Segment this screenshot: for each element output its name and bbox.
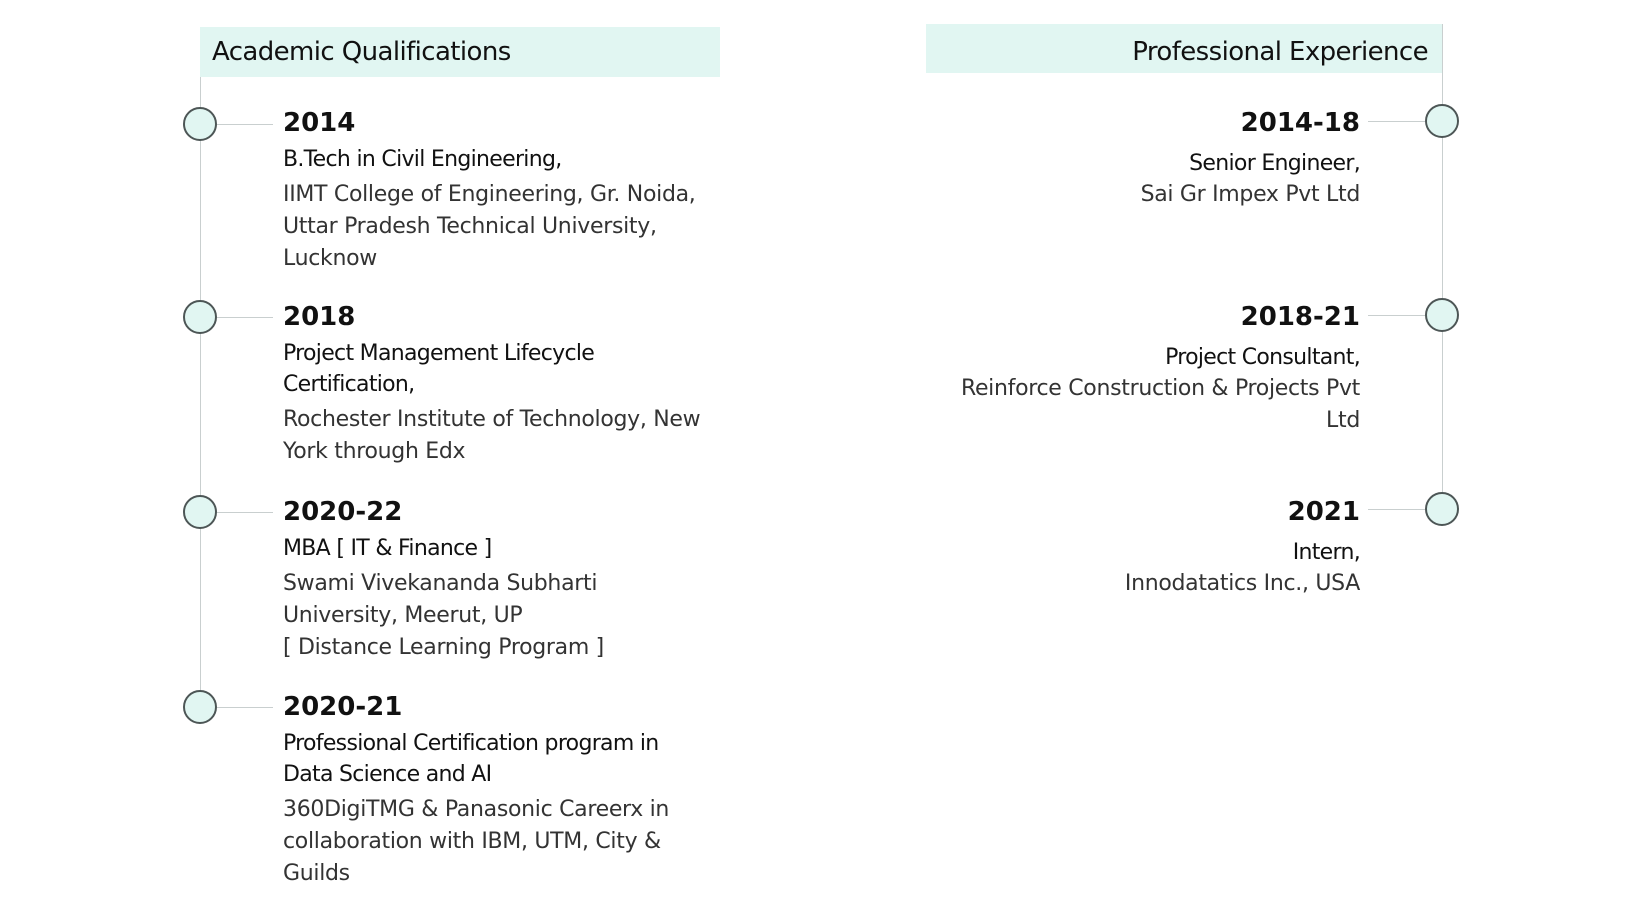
timeline-connector [217, 512, 273, 513]
experience-entry: 2021 Intern, Innodatatics Inc., USA [880, 495, 1361, 600]
entry-title: Project Consultant, [1165, 345, 1361, 370]
timeline-connector [1368, 509, 1425, 510]
experience-entry: 2014-18 Senior Engineer, Sai Gr Impex Pv… [880, 106, 1361, 211]
entry-year: 2020-22 [283, 497, 403, 527]
timeline-node [183, 107, 217, 141]
timeline-node [1425, 298, 1459, 332]
academic-entry: 2020-22 MBA [ IT & Finance ] Swami Vivek… [283, 495, 703, 664]
timeline-node [183, 300, 217, 334]
timeline-node [1425, 104, 1459, 138]
timeline-connector [217, 124, 273, 125]
timeline-connector [217, 317, 273, 318]
entry-year: 2018 [283, 302, 356, 332]
entry-title: Professional Certification program in Da… [283, 731, 659, 787]
entry-description: Innodatatics Inc., USA [1124, 571, 1360, 596]
academic-timeline-line [200, 27, 201, 707]
entry-description: Sai Gr Impex Pvt Ltd [1140, 182, 1361, 207]
professional-experience-section: Professional Experience 2014-18 Senior E… [800, 0, 1639, 900]
timeline-node [183, 495, 217, 529]
academic-heading: Academic Qualifications [200, 27, 720, 77]
academic-entry: 2014 B.Tech in Civil Engineering, IIMT C… [283, 106, 703, 275]
entry-description: Swami Vivekananda Subharti University, M… [283, 571, 604, 660]
academic-entry: 2020-21 Professional Certification progr… [283, 690, 703, 890]
entry-title: MBA [ IT & Finance ] [283, 536, 492, 561]
academic-qualifications-section: Academic Qualifications 2014 B.Tech in C… [0, 0, 800, 900]
academic-entry: 2018 Project Management Lifecycle Certif… [283, 300, 703, 468]
entry-title: Senior Engineer, [1189, 151, 1361, 176]
entry-description: IIMT College of Engineering, Gr. Noida, … [283, 182, 696, 271]
timeline-node [1425, 492, 1459, 526]
entry-description: 360DigiTMG & Panasonic Careerx in collab… [283, 797, 670, 886]
entry-year: 2018-21 [1240, 302, 1360, 332]
entry-year: 2021 [1287, 497, 1360, 527]
entry-title: Project Management Lifecycle Certificati… [283, 341, 595, 397]
timeline-node [183, 690, 217, 724]
timeline-connector [1368, 315, 1425, 316]
entry-year: 2020-21 [283, 692, 403, 722]
experience-timeline-line [1442, 24, 1443, 510]
timeline-connector [217, 707, 273, 708]
entry-year: 2014-18 [1240, 108, 1360, 138]
experience-entry: 2018-21 Project Consultant, Reinforce Co… [880, 300, 1361, 437]
experience-heading: Professional Experience [926, 24, 1442, 73]
timeline-connector [1368, 121, 1425, 122]
entry-title: Intern, [1292, 540, 1361, 565]
entry-description: Rochester Institute of Technology, New Y… [283, 407, 701, 464]
entry-description: Reinforce Construction & Projects Pvt Lt… [960, 376, 1360, 433]
entry-title: B.Tech in Civil Engineering, [283, 147, 562, 172]
entry-year: 2014 [283, 108, 356, 138]
